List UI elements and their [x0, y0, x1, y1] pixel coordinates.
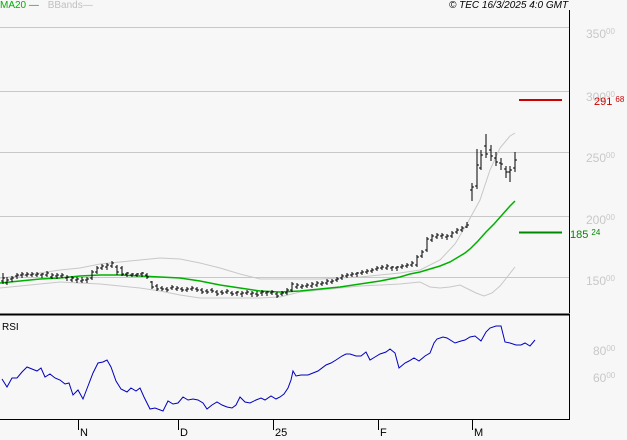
legend-bbands-label: BBands	[47, 0, 83, 11]
rsi-line	[1, 325, 536, 412]
resistance-label: 291 68	[594, 95, 625, 108]
chart-legend: MA20 — BBands—	[0, 0, 93, 12]
legend-ma20-label: MA20	[0, 0, 27, 11]
copyright-timestamp: © TEC 16/3/2025 4:0 GMT	[449, 0, 569, 11]
legend-bbands-swatch: —	[82, 0, 93, 11]
legend-bbands: BBands—	[48, 0, 93, 11]
price-axis-label-200: 20000	[586, 213, 615, 227]
rsi-axis-label-60: 6000	[593, 371, 616, 385]
x-ticks	[78, 420, 473, 430]
x-axis-label-feb: F	[380, 427, 387, 439]
legend-ma20: MA20 —	[0, 0, 39, 11]
price-axis-label-250: 25000	[586, 151, 615, 165]
price-axis-label-300: 30000	[586, 90, 615, 104]
x-axis-label-mar: M	[474, 427, 484, 439]
x-axis-label-dec: D	[180, 427, 188, 439]
bband-lower-line	[0, 266, 516, 299]
rsi-panel-title: RSI	[2, 322, 19, 333]
bband-upper-line	[0, 132, 516, 280]
rsi-axis-label-80: 8000	[593, 344, 616, 358]
legend-ma20-swatch: —	[28, 0, 39, 11]
support-label: 185 24	[570, 228, 601, 241]
price-gridlines	[0, 27, 569, 278]
price-axis-label-350: 35000	[586, 27, 615, 41]
x-axis-label-2025: 25	[275, 427, 288, 439]
price-bars	[1, 134, 517, 298]
ma20-line	[0, 200, 516, 293]
x-axis-label-nov: N	[80, 427, 88, 439]
price-axis-label-150: 15000	[586, 274, 615, 288]
